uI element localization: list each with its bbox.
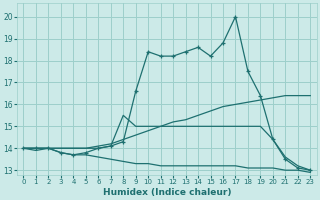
X-axis label: Humidex (Indice chaleur): Humidex (Indice chaleur) [103, 188, 231, 197]
